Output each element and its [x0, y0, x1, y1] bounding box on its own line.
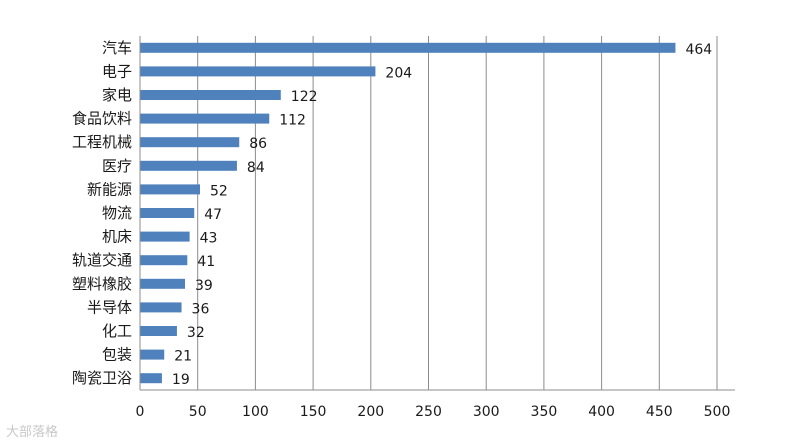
category-label: 汽车 — [102, 39, 132, 57]
bar — [140, 66, 376, 77]
bar — [140, 373, 162, 384]
category-label: 工程机械 — [72, 133, 132, 151]
data-label: 32 — [187, 325, 205, 341]
data-label: 39 — [195, 278, 213, 294]
bar — [140, 137, 240, 148]
category-labels: 汽车电子家电食品饮料工程机械医疗新能源物流机床轨道交通塑料橡胶半导体化工包装陶瓷… — [72, 39, 132, 387]
data-label: 86 — [249, 136, 267, 152]
x-tick-label: 0 — [136, 404, 145, 420]
bar — [140, 278, 186, 289]
bar — [140, 184, 201, 195]
category-label: 轨道交通 — [72, 251, 132, 269]
x-tick-labels: 0 50 100 150 200 250 300 350 400 450 500 — [136, 404, 731, 420]
bar — [140, 231, 190, 242]
data-label: 21 — [174, 349, 192, 365]
data-label: 84 — [247, 160, 265, 176]
bar — [140, 42, 676, 53]
bar — [140, 302, 182, 313]
category-label: 新能源 — [87, 180, 132, 198]
watermark-text: 大部落格 — [6, 425, 59, 440]
category-label: 电子 — [102, 62, 132, 80]
data-label: 47 — [204, 207, 222, 223]
x-tick-label: 300 — [473, 404, 500, 420]
x-tick-label: 200 — [357, 404, 384, 420]
category-label: 家电 — [102, 86, 132, 104]
data-label: 41 — [197, 254, 215, 270]
bar — [140, 326, 177, 336]
x-tick-label: 450 — [646, 404, 673, 420]
data-label: 112 — [279, 113, 306, 129]
data-label: 43 — [200, 231, 218, 247]
bar — [140, 160, 237, 171]
x-tick-label: 350 — [531, 404, 558, 420]
data-label: 122 — [291, 89, 318, 105]
data-label: 204 — [385, 65, 412, 81]
data-labels: 464 204 122 112 86 84 52 47 43 41 39 36 32 21 19 — [172, 42, 712, 388]
category-label: 医疗 — [102, 157, 132, 175]
gridlines — [197, 36, 718, 390]
data-label: 36 — [192, 301, 210, 317]
bar — [140, 113, 270, 124]
x-tick-label: 100 — [242, 404, 269, 420]
x-tick-label: 500 — [704, 404, 731, 420]
x-tick-label: 400 — [588, 404, 615, 420]
bar — [140, 208, 195, 218]
x-tick-label: 250 — [415, 404, 442, 420]
bar — [140, 349, 165, 360]
category-label: 陶瓷卫浴 — [72, 369, 132, 387]
bar — [140, 90, 281, 100]
data-label: 52 — [210, 183, 228, 199]
category-label: 半导体 — [87, 298, 132, 316]
x-tick-label: 150 — [300, 404, 327, 420]
data-label: 19 — [172, 372, 190, 388]
category-label: 食品饮料 — [72, 110, 132, 128]
category-label: 机床 — [102, 228, 132, 246]
category-label: 塑料橡胶 — [72, 275, 132, 293]
category-label: 包装 — [102, 346, 132, 364]
bars — [140, 42, 676, 384]
category-label: 化工 — [102, 322, 132, 340]
bar — [140, 255, 188, 266]
data-label: 464 — [685, 42, 712, 58]
x-tick-label: 50 — [189, 404, 207, 420]
category-label: 物流 — [102, 204, 132, 222]
